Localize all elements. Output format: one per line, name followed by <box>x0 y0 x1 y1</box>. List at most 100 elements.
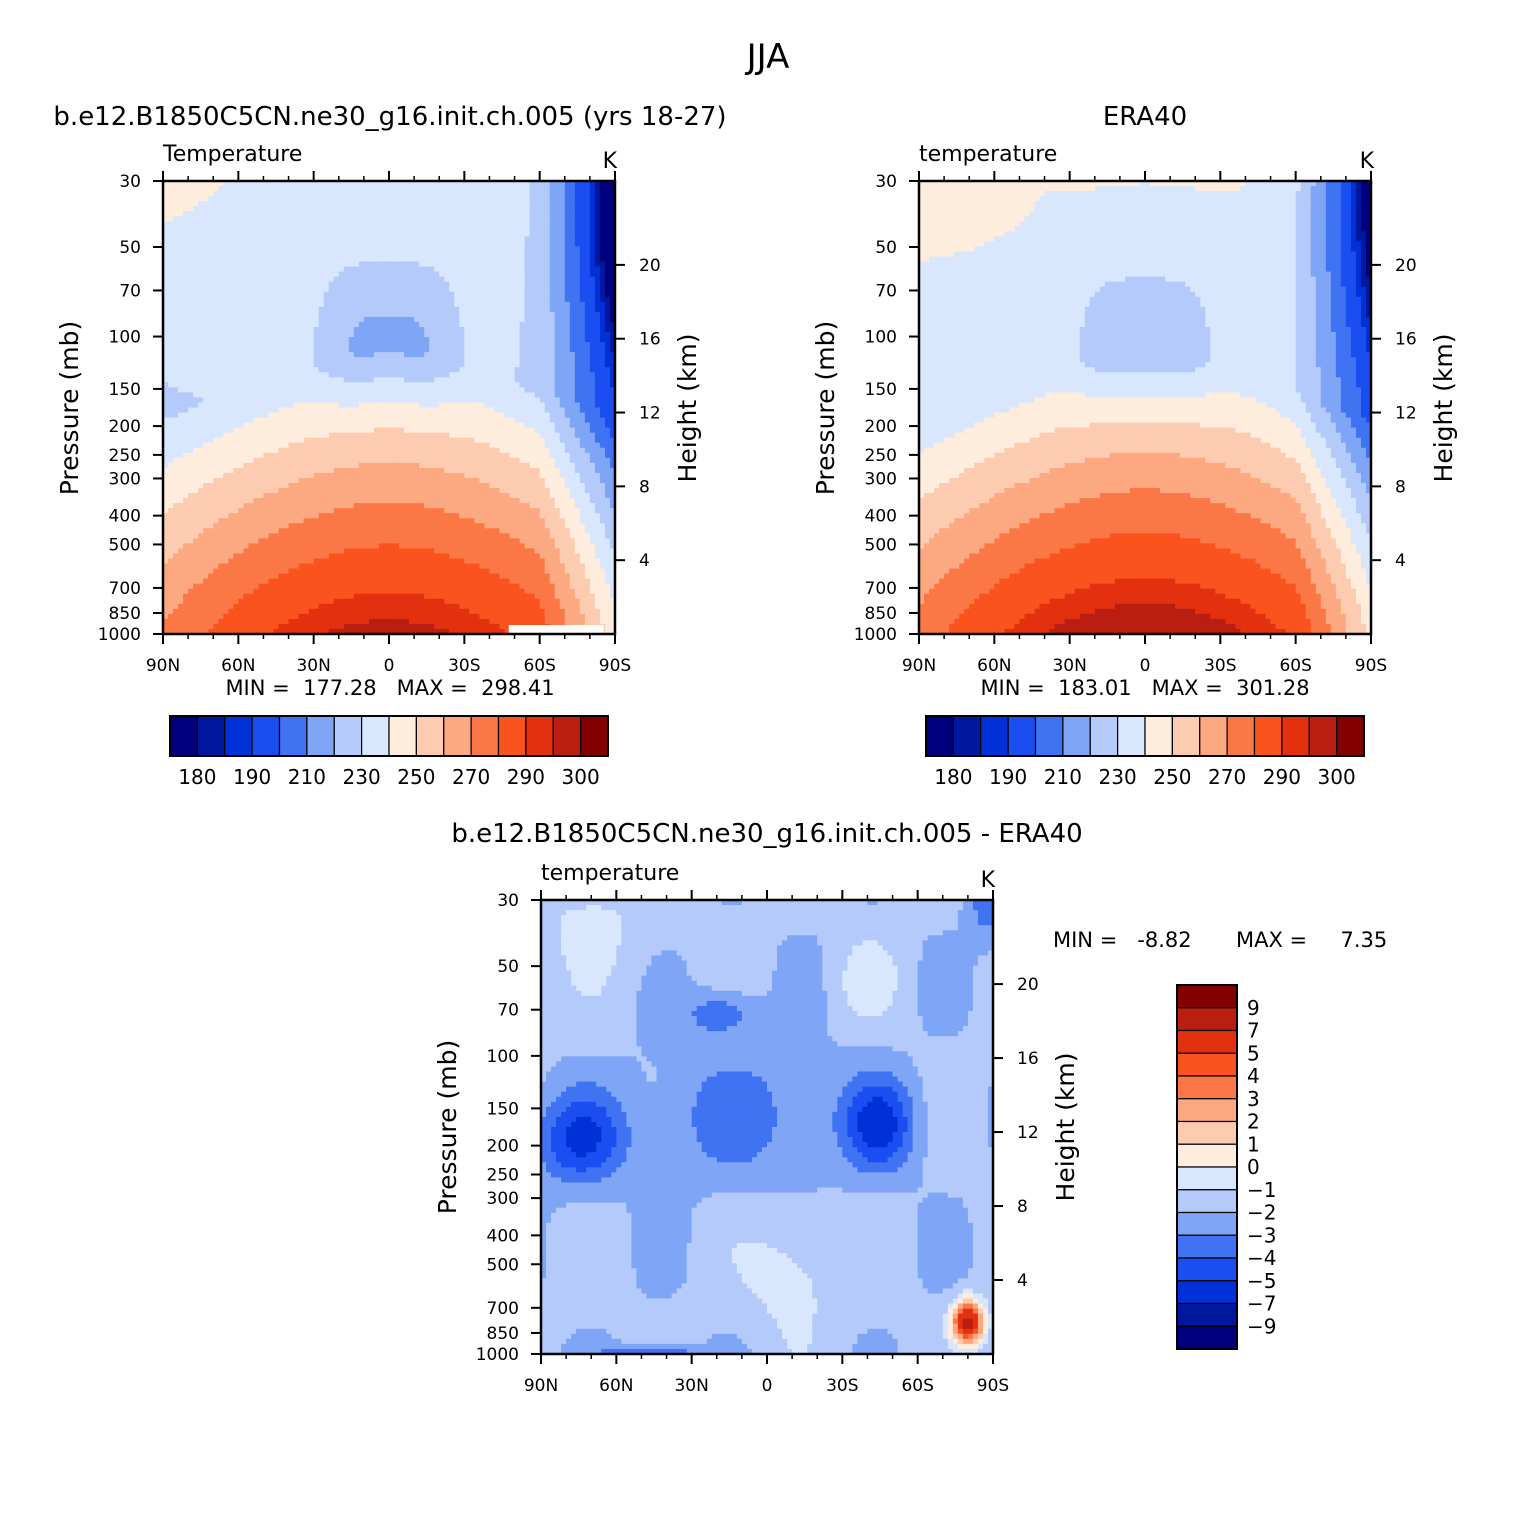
contour-cell <box>168 186 174 192</box>
contour-cell <box>454 226 460 232</box>
contour-cell <box>178 221 184 227</box>
contour-cell <box>519 221 526 227</box>
contour-cell <box>208 367 214 373</box>
contour-cell <box>434 296 440 303</box>
contour-cell <box>288 377 295 383</box>
contour-cell <box>313 251 320 258</box>
contour-cell <box>288 372 295 378</box>
contour-cell <box>399 311 405 318</box>
contour-cell <box>363 226 370 232</box>
contour-cell <box>499 191 506 197</box>
contour-cell <box>228 326 234 333</box>
contour-cell <box>574 427 581 434</box>
contour-cell <box>283 362 290 368</box>
contour-cell <box>198 321 204 328</box>
contour-cell <box>353 236 360 242</box>
contour-cell <box>213 251 219 258</box>
contour-cell <box>243 196 249 202</box>
contour-cell <box>363 311 370 318</box>
contour-cell <box>213 372 219 378</box>
contour-cell <box>439 342 445 348</box>
contour-cell <box>494 301 501 308</box>
contour-cell <box>419 241 425 248</box>
contour-cell <box>243 417 249 424</box>
contour-cell <box>338 422 345 429</box>
contour-cell <box>599 296 606 303</box>
contour-cell <box>383 442 390 449</box>
contour-cell <box>168 432 174 439</box>
contour-cell <box>439 422 445 429</box>
contour-cell <box>318 412 325 419</box>
contour-cell <box>459 261 465 268</box>
contour-cell <box>273 296 280 303</box>
contour-cell <box>424 266 430 273</box>
contour-cell <box>293 422 300 429</box>
contour-cell <box>469 236 475 242</box>
contour-cell <box>499 276 506 283</box>
contour-cell <box>494 241 501 248</box>
contour-cell <box>474 427 480 434</box>
contour-cell <box>268 402 275 409</box>
contour-cell <box>589 271 596 278</box>
contour-cell <box>183 211 189 217</box>
contour-cell <box>544 301 551 308</box>
contour-cell <box>584 357 591 363</box>
contour-cell <box>579 452 586 459</box>
contour-cell <box>308 392 315 399</box>
contour-cell <box>303 347 310 353</box>
contour-cell <box>509 181 516 187</box>
contour-cell <box>389 201 395 207</box>
contour-cell <box>404 216 410 222</box>
contour-cell <box>419 216 425 222</box>
contour-cell <box>539 377 546 383</box>
contour-cell <box>193 372 199 378</box>
contour-cell <box>459 181 465 187</box>
contour-cell <box>559 362 566 368</box>
contour-cell <box>278 271 285 278</box>
contour-cell <box>243 347 249 353</box>
contour-cell <box>574 191 581 197</box>
contour-cell <box>208 422 214 429</box>
contour-cell <box>514 347 521 353</box>
contour-cell <box>524 271 531 278</box>
contour-cell <box>574 226 581 232</box>
contour-cell <box>524 362 531 368</box>
contour-cell <box>168 191 174 197</box>
contour-cell <box>273 417 280 424</box>
contour-cell <box>544 352 551 358</box>
contour-cell <box>208 306 214 313</box>
contour-cell <box>429 181 435 187</box>
contour-cell <box>464 377 470 383</box>
contour-cell <box>178 321 184 328</box>
contour-cell <box>368 211 375 217</box>
contour-cell <box>489 352 496 358</box>
contour-cell <box>489 377 496 383</box>
contour-cell <box>228 251 234 258</box>
contour-cell <box>544 311 551 318</box>
contour-cell <box>464 407 470 414</box>
contour-cell <box>554 402 561 409</box>
contour-cell <box>564 226 571 232</box>
contour-cell <box>313 347 320 353</box>
contour-cell <box>479 392 486 399</box>
contour-cell <box>474 367 480 373</box>
contour-cell <box>328 201 335 207</box>
contour-cell <box>424 442 430 449</box>
contour-cell <box>599 181 606 187</box>
contour-cell <box>464 261 470 268</box>
contour-cell <box>589 377 596 383</box>
contour-cell <box>414 402 420 409</box>
contour-cell <box>419 347 425 353</box>
contour-cell <box>504 452 511 459</box>
contour-cell <box>188 337 194 343</box>
contour-cell <box>228 216 234 222</box>
contour-cell <box>499 201 506 207</box>
contour-cell <box>213 246 219 253</box>
contour-cell <box>238 226 244 232</box>
contour-cell <box>243 362 249 368</box>
contour-cell <box>198 457 204 464</box>
contour-cell <box>208 402 214 409</box>
contour-cell <box>404 271 410 278</box>
contour-cell <box>399 422 405 429</box>
contour-cell <box>519 412 526 419</box>
